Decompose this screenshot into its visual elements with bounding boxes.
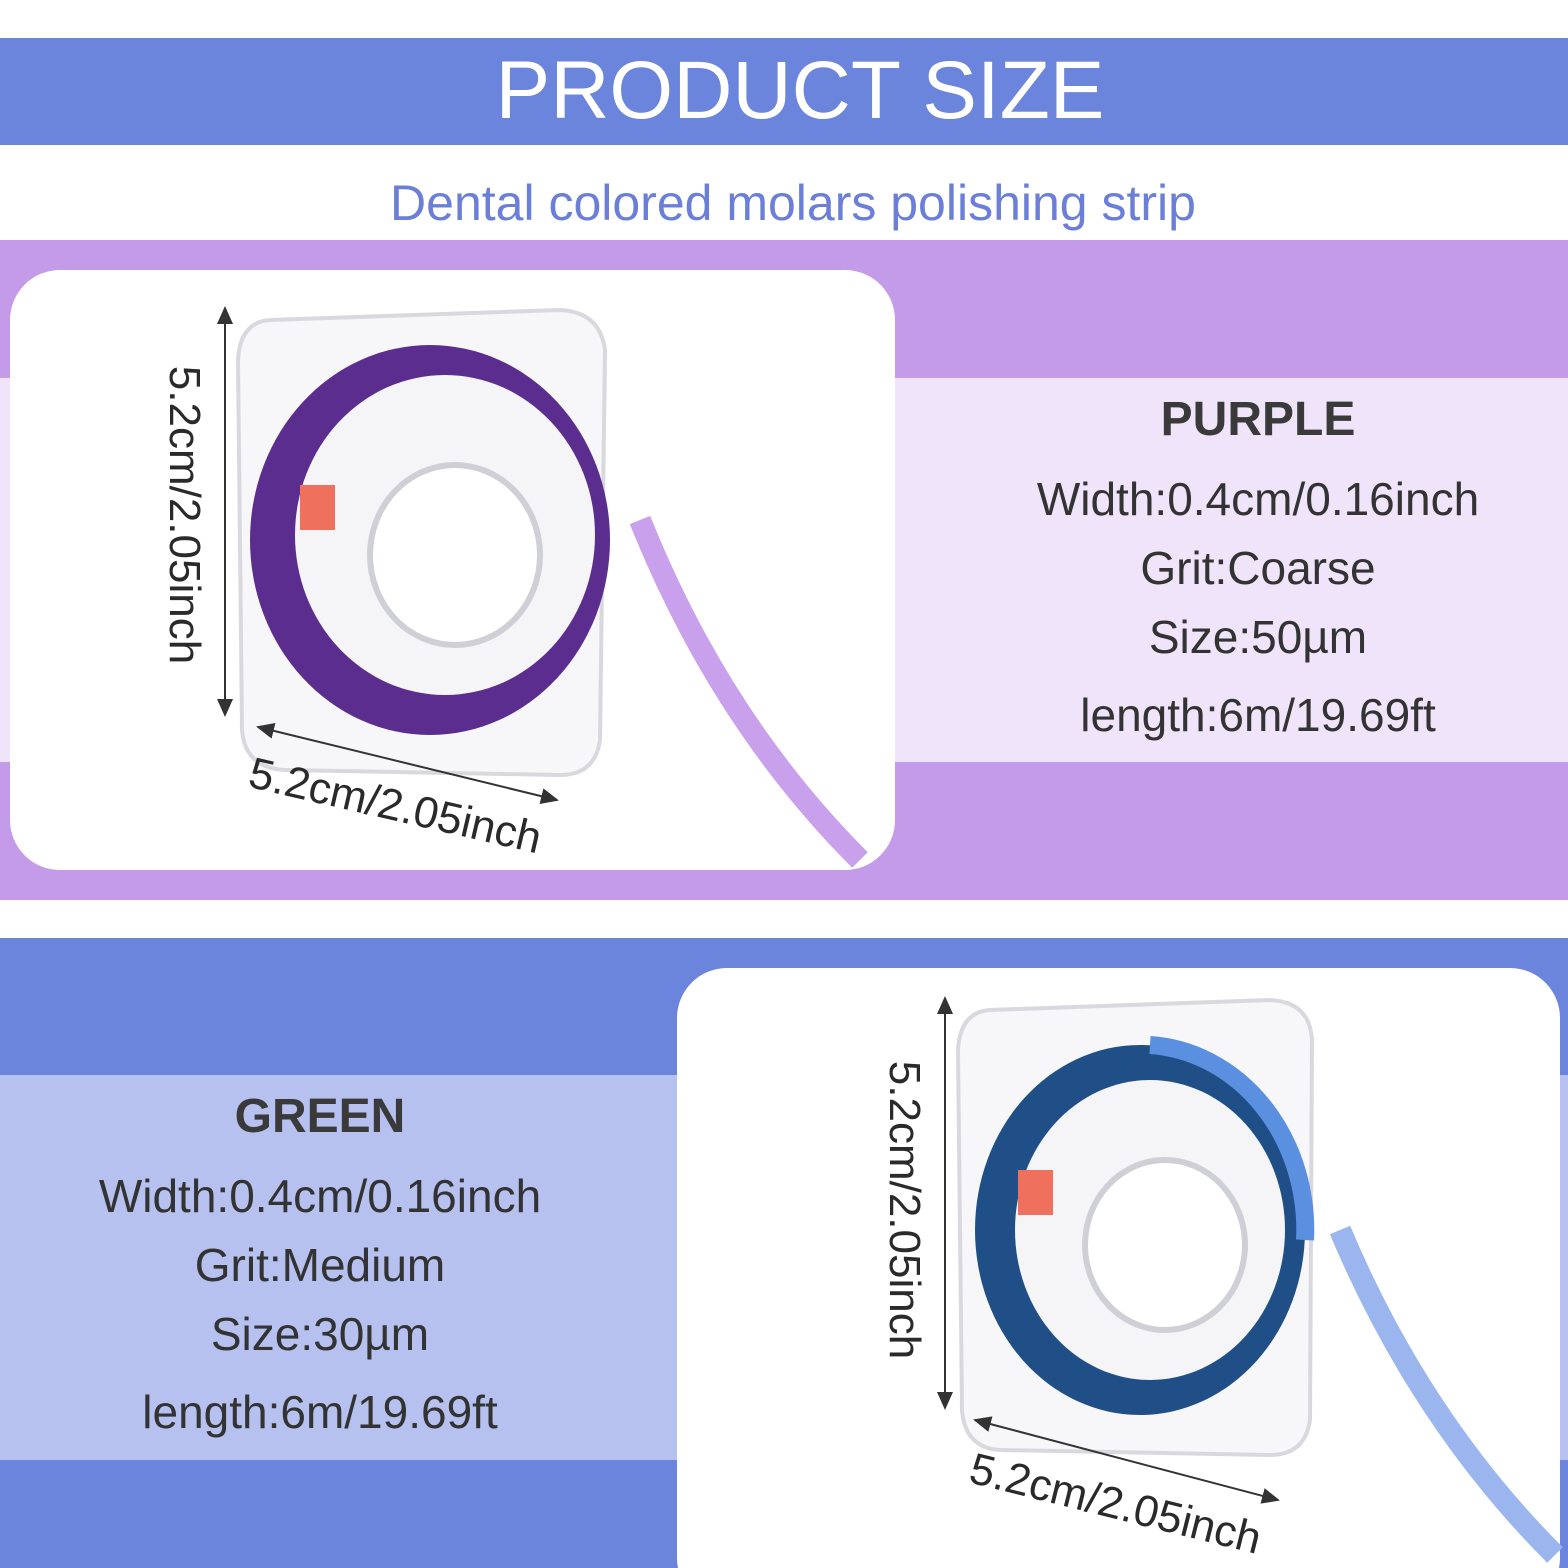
product-name: PURPLE	[1161, 393, 1356, 446]
spec: Grit:Coarse	[1140, 542, 1375, 594]
height-label: 5.2cm/2.05inch	[160, 366, 209, 664]
height-label: 5.2cm/2.05inch	[880, 1061, 929, 1359]
subtitle: Dental colored molars polishing strip	[390, 175, 1196, 231]
spool-image	[955, 997, 1563, 1563]
spool-image	[235, 307, 868, 868]
spec: length:6m/19.69ft	[1080, 689, 1436, 741]
spec: Size:30µm	[211, 1308, 429, 1360]
spec: Width:0.4cm/0.16inch	[99, 1170, 541, 1222]
width-arrow	[973, 1416, 1280, 1504]
title-band	[0, 38, 1568, 145]
width-arrow	[256, 723, 559, 804]
spec: Grit:Medium	[195, 1239, 445, 1291]
spec: Width:0.4cm/0.16inch	[1037, 473, 1479, 525]
spec: length:6m/19.69ft	[142, 1386, 498, 1438]
title: PRODUCT SIZE	[496, 45, 1105, 136]
product-name: GREEN	[235, 1090, 406, 1143]
spec: Size:50µm	[1149, 611, 1367, 663]
